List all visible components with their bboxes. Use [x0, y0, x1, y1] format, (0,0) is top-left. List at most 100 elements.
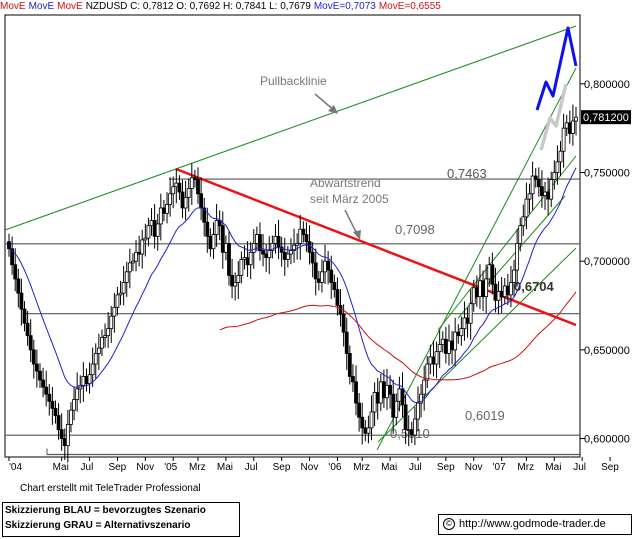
candle-body: [344, 331, 349, 354]
candle-body: [416, 402, 420, 420]
candle-body: [338, 305, 343, 315]
candle-body: [453, 331, 458, 351]
x-tick-label: Nov: [301, 462, 319, 473]
candle-body: [137, 251, 142, 255]
candle-body: [56, 415, 61, 431]
candle-body: [134, 251, 138, 262]
y-tick-label: 0,700000: [584, 256, 630, 268]
candle-body: [230, 274, 234, 287]
candle-body: [558, 150, 563, 163]
x-tick-label: Sep: [601, 462, 619, 473]
x-tick-label: Mai: [545, 462, 561, 473]
candle-body: [124, 271, 129, 283]
candle-body: [282, 251, 287, 260]
candle-body: [425, 363, 430, 381]
x-tick-label: '05: [164, 462, 177, 473]
candle-body: [227, 243, 231, 276]
level-label: 0,6019: [465, 408, 505, 423]
annotation-arrowhead: [353, 230, 361, 240]
candle-body: [171, 186, 176, 195]
candle-body: [366, 427, 371, 434]
candle-body: [50, 400, 55, 409]
ma-red-line: [219, 291, 577, 381]
candle-body: [403, 404, 408, 431]
candle-body: [409, 429, 414, 436]
channel-line-mid: [437, 155, 577, 331]
candle-body: [65, 423, 70, 447]
candle-body: [279, 246, 284, 253]
candle-body: [298, 228, 303, 244]
candle-body: [90, 363, 95, 376]
x-tick-label: Sep: [273, 462, 291, 473]
candle-body: [316, 278, 321, 283]
candle-body: [521, 216, 526, 227]
candle-body: [180, 191, 185, 209]
candle-body: [490, 264, 495, 285]
x-tick-label: Mai: [381, 462, 397, 473]
candle-body: [406, 429, 411, 432]
candle-body: [354, 381, 358, 404]
candle-body: [13, 264, 18, 280]
candle-body: [41, 379, 45, 388]
candle-body: [72, 399, 76, 411]
chart-credit: Chart erstellt mit TeleTrader Profession…: [20, 483, 201, 494]
channel-line-upper: [376, 67, 577, 451]
candle-body: [465, 317, 470, 324]
candle-body: [168, 193, 173, 205]
candle-body: [536, 179, 541, 188]
last-price-label: 0,781200: [583, 112, 629, 124]
candle-body: [31, 349, 36, 365]
x-tick-label: Jul: [573, 462, 586, 473]
candle-body: [143, 237, 148, 241]
candle-body: [484, 278, 489, 298]
candle-body: [543, 191, 547, 196]
candle-body: [146, 225, 151, 239]
candle-body: [220, 225, 225, 253]
candle-body: [205, 221, 210, 237]
x-tick-label: Mrz: [189, 462, 206, 473]
candle-body: [16, 278, 21, 294]
candle-body: [295, 243, 300, 246]
candle-body: [515, 243, 520, 271]
indicator-label-1: MovE: [0, 1, 26, 12]
candle-body: [571, 120, 575, 134]
candle-body: [196, 179, 200, 195]
candle-body: [524, 198, 529, 218]
candle-body: [81, 376, 86, 386]
candle-body: [391, 393, 396, 418]
candle-body: [242, 257, 247, 260]
candle-body: [412, 418, 417, 436]
candle-body: [363, 427, 368, 434]
candle-body: [193, 177, 197, 180]
candle-body: [574, 116, 578, 122]
candle-body: [59, 429, 64, 439]
level-label: 0,5910: [390, 426, 430, 441]
scenario-blue-path: [535, 26, 578, 111]
x-tick-label: Nov: [136, 462, 154, 473]
x-tick-label: '06: [328, 462, 341, 473]
candle-body: [555, 161, 560, 173]
candle-body: [93, 353, 98, 365]
candle-body: [357, 402, 362, 418]
x-tick-label: Jul: [245, 462, 258, 473]
candle-body: [459, 328, 464, 337]
chart-header: MovE MovE MovE NZDUSD C: 0,7812 O: 0,7692 H…: [0, 0, 633, 14]
candle-body: [347, 353, 352, 377]
candle-body: [499, 290, 504, 298]
candle-body: [474, 287, 479, 298]
candle-body: [471, 287, 476, 305]
x-tick-label: Nov: [465, 462, 483, 473]
x-tick-label: Sep: [108, 462, 126, 473]
candle-body: [546, 191, 551, 200]
legend-grey-scenario: Skizzierung GRAU = Alternativszenario: [5, 520, 191, 531]
candle-body: [431, 356, 436, 365]
candle-body: [177, 182, 182, 193]
annotation-pullback: Pullbacklinie: [260, 74, 327, 88]
candle-body: [304, 234, 309, 243]
source-link[interactable]: © http://www.godmode-trader.de: [438, 514, 632, 535]
candle-body: [388, 384, 392, 395]
candle-body: [561, 127, 566, 152]
ma-red-label: MovE=0,6555: [378, 1, 441, 12]
candle-body: [47, 393, 52, 402]
